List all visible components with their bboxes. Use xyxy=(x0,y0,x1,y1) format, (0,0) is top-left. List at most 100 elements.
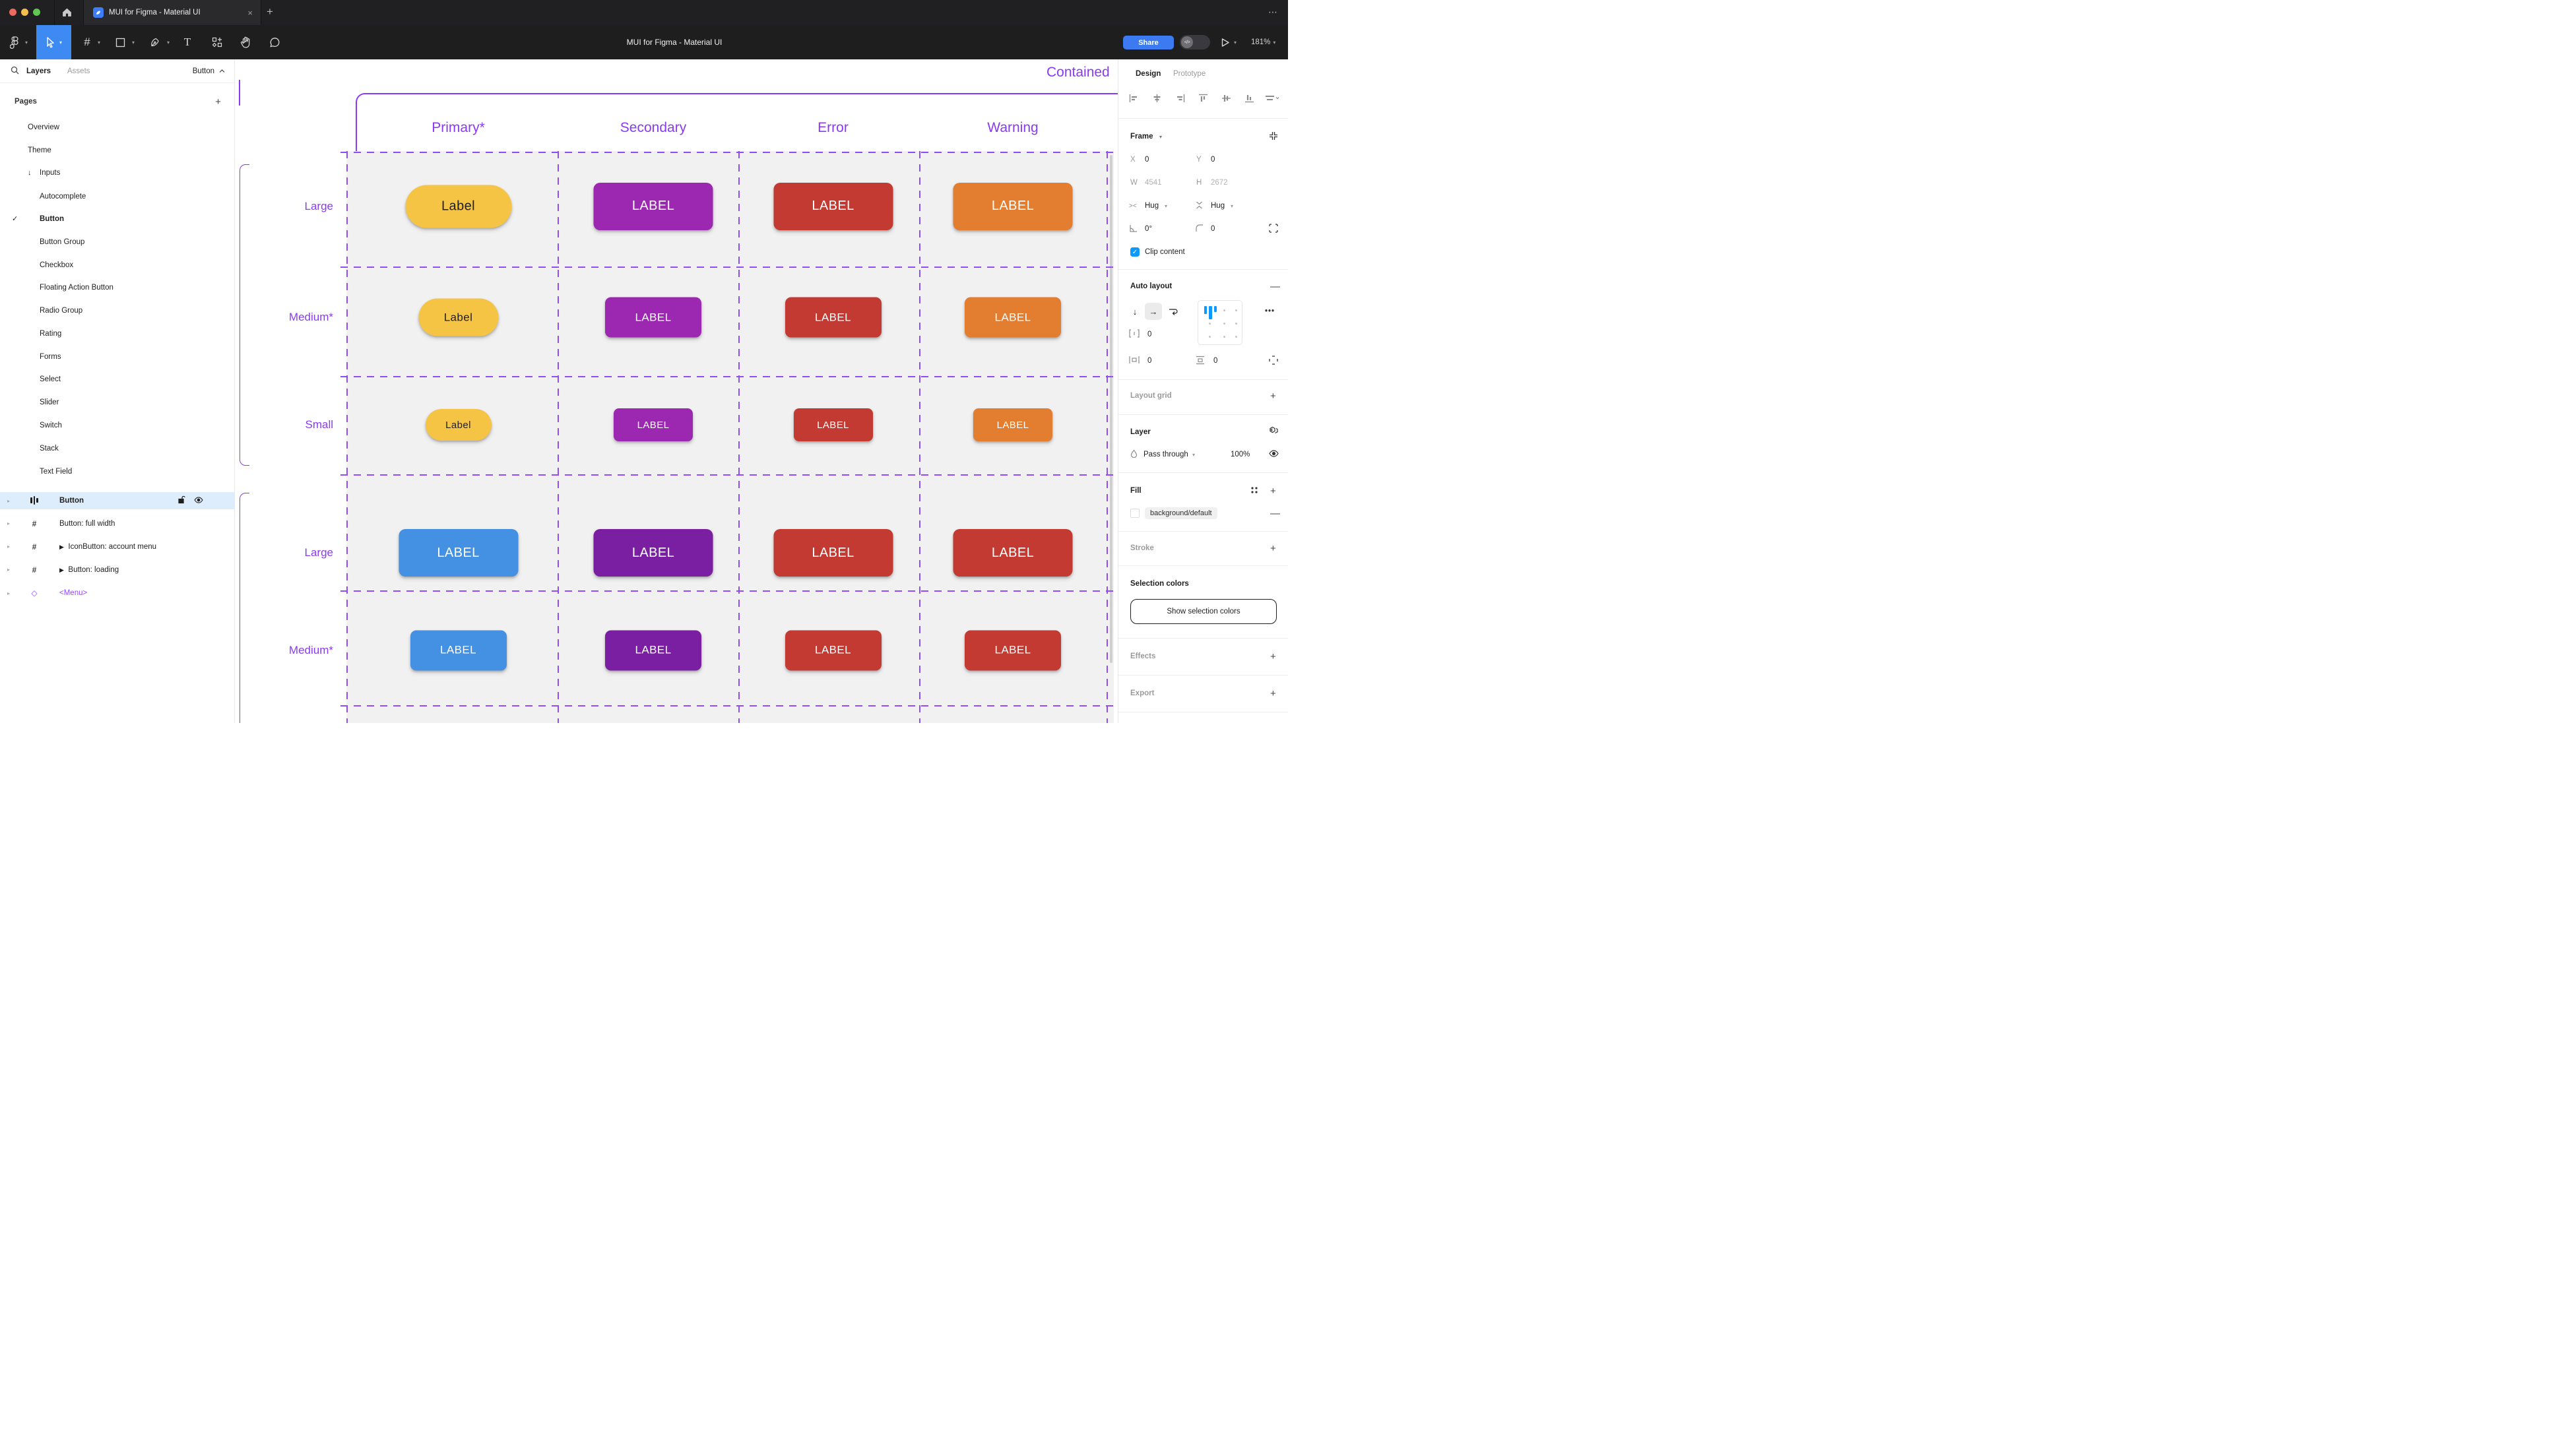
add-layout-grid-icon[interactable]: + xyxy=(1270,390,1276,402)
clip-content-label[interactable]: Clip content xyxy=(1145,248,1185,256)
x-value[interactable]: 0 xyxy=(1145,156,1149,164)
new-tab-button[interactable]: + xyxy=(267,5,273,18)
tab-prototype[interactable]: Prototype xyxy=(1173,70,1206,78)
collapse-pages-chevron-icon[interactable] xyxy=(219,59,225,82)
zoom-window-button[interactable] xyxy=(33,9,40,16)
zoom-level[interactable]: 181% xyxy=(1251,38,1271,46)
move-tool-chevron-icon[interactable]: ▾ xyxy=(59,39,62,46)
add-stroke-icon[interactable]: + xyxy=(1270,542,1276,554)
main-menu-figma-logo-icon[interactable] xyxy=(5,25,22,59)
text-tool-icon[interactable]: T xyxy=(183,36,191,48)
canvas-button-pill[interactable]: Label xyxy=(418,298,498,336)
canvas-button-contained[interactable]: LABEL xyxy=(593,182,713,230)
align-bottom-icon[interactable] xyxy=(1244,94,1254,105)
document-title[interactable]: MUI for Figma - Material UI xyxy=(626,38,723,47)
move-tool-button[interactable]: ▾ xyxy=(36,25,71,59)
vertical-padding-value[interactable]: 0 xyxy=(1213,357,1218,365)
close-tab-icon[interactable]: × xyxy=(247,7,253,18)
auto-layout-vertical-icon[interactable]: ↓ xyxy=(1132,306,1138,317)
horizontal-padding-value[interactable]: 0 xyxy=(1147,357,1152,365)
width-value[interactable]: 4541 xyxy=(1145,179,1162,187)
rotation-value[interactable]: 0° xyxy=(1145,225,1152,233)
blend-mode-icon[interactable] xyxy=(1268,426,1279,438)
fill-style-chip[interactable]: background/default xyxy=(1145,507,1217,519)
auto-layout-section-header[interactable]: Auto layout xyxy=(1130,282,1173,290)
canvas-button-contained[interactable]: LABEL xyxy=(973,408,1052,441)
file-tab[interactable]: MUI for Figma - Material UI × xyxy=(84,0,261,25)
distribute-more-icon[interactable] xyxy=(1265,94,1279,105)
collapse-panel-icon[interactable] xyxy=(1269,131,1278,142)
align-h-center-icon[interactable] xyxy=(1152,94,1162,105)
show-selection-colors-button[interactable]: Show selection colors xyxy=(1130,599,1277,624)
column-header-label[interactable]: Warning xyxy=(987,120,1039,135)
row-header-label[interactable]: Small xyxy=(305,418,333,431)
hug-vertical-chevron-icon[interactable]: ▾ xyxy=(1231,203,1234,209)
remove-fill-icon[interactable]: — xyxy=(1270,507,1280,519)
row-header-label[interactable]: Medium* xyxy=(288,643,333,656)
layer-row[interactable]: ▸ # Button: full width xyxy=(0,515,234,532)
auto-layout-horizontal-icon[interactable]: → xyxy=(1145,303,1162,320)
layer-row[interactable]: ▸ # ▶ Button: loading xyxy=(0,561,234,579)
layer-row[interactable]: ▸ ◇ <Menu> xyxy=(0,584,234,602)
column-header-label[interactable]: Secondary xyxy=(620,120,687,135)
layer-row[interactable]: ▸ # ▶ IconButton: account menu xyxy=(0,538,234,555)
shape-tool-chevron-icon[interactable]: ▾ xyxy=(131,39,135,46)
dev-mode-toggle[interactable]: </> xyxy=(1180,35,1210,49)
canvas-button-contained[interactable]: LABEL xyxy=(605,630,701,670)
hug-horizontal-chevron-icon[interactable]: ▾ xyxy=(1165,203,1168,209)
auto-layout-more-icon[interactable]: ••• xyxy=(1265,307,1275,315)
canvas-button-contained[interactable]: LABEL xyxy=(614,408,693,441)
canvas-button-pill[interactable]: Label xyxy=(425,409,492,441)
hug-vertical-value[interactable]: Hug xyxy=(1211,202,1225,210)
row-header-label[interactable]: Large xyxy=(304,546,333,559)
layout-grid-section-header[interactable]: Layout grid xyxy=(1130,392,1172,400)
present-chevron-icon[interactable]: ▾ xyxy=(1234,39,1237,46)
search-icon[interactable] xyxy=(11,66,19,78)
hand-tool-icon[interactable] xyxy=(236,25,255,59)
minimize-window-button[interactable] xyxy=(21,9,28,16)
canvas-button-contained[interactable]: LABEL xyxy=(410,630,507,670)
canvas-button-contained[interactable]: LABEL xyxy=(793,408,873,441)
comment-tool-icon[interactable] xyxy=(265,25,284,59)
page-indicator[interactable]: Button xyxy=(192,67,214,75)
shape-tool-icon[interactable] xyxy=(112,25,128,59)
align-top-icon[interactable] xyxy=(1198,94,1208,105)
canvas-scrollbar[interactable] xyxy=(1110,155,1112,663)
align-v-center-icon[interactable] xyxy=(1221,94,1231,105)
independent-corners-icon[interactable] xyxy=(1269,223,1278,235)
canvas-button-contained[interactable]: LABEL xyxy=(399,529,518,577)
y-value[interactable]: 0 xyxy=(1211,156,1215,164)
canvas-button-contained[interactable]: LABEL xyxy=(965,630,1061,670)
zoom-chevron-icon[interactable]: ▾ xyxy=(1273,39,1276,46)
visibility-eye-icon[interactable] xyxy=(194,496,203,505)
frame-title-label[interactable]: Contained xyxy=(1046,65,1110,80)
blend-mode-chevron-icon[interactable]: ▾ xyxy=(1192,451,1196,458)
gap-value[interactable]: 0 xyxy=(1147,330,1152,338)
fill-styles-icon[interactable] xyxy=(1250,486,1258,496)
add-fill-icon[interactable]: + xyxy=(1270,485,1276,497)
canvas-button-contained[interactable]: LABEL xyxy=(605,297,701,338)
add-export-icon[interactable]: + xyxy=(1270,687,1276,699)
canvas[interactable]: Contained Primary* Secondary Error Warning L… xyxy=(235,59,1118,723)
blend-mode-value[interactable]: Pass through xyxy=(1143,451,1188,458)
pen-tool-chevron-icon[interactable]: ▾ xyxy=(166,39,170,46)
canvas-button-contained[interactable]: LABEL xyxy=(965,297,1061,338)
stroke-section-header[interactable]: Stroke xyxy=(1130,544,1154,552)
column-header-label[interactable]: Primary* xyxy=(432,120,485,135)
tab-design[interactable]: Design xyxy=(1136,70,1161,78)
resources-tool-icon[interactable] xyxy=(209,25,226,59)
column-header-label[interactable]: Error xyxy=(818,120,849,135)
auto-layout-wrap-icon[interactable] xyxy=(1165,303,1182,320)
overflow-menu-icon[interactable]: ⋯ xyxy=(1268,7,1279,17)
add-page-button[interactable]: + xyxy=(215,96,221,108)
canvas-button-pill[interactable]: Label xyxy=(405,185,511,228)
corner-radius-value[interactable]: 0 xyxy=(1211,225,1215,233)
frame-tool-chevron-icon[interactable]: ▾ xyxy=(97,39,100,46)
independent-padding-icon[interactable] xyxy=(1269,355,1278,367)
canvas-button-contained[interactable]: LABEL xyxy=(953,529,1073,577)
canvas-button-contained[interactable]: LABEL xyxy=(953,182,1073,230)
expand-chevron-icon[interactable]: ▸ xyxy=(7,544,11,550)
effects-section-header[interactable]: Effects xyxy=(1130,652,1156,660)
canvas-button-contained[interactable]: LABEL xyxy=(593,529,713,577)
auto-layout-alignment-widget[interactable] xyxy=(1198,300,1242,345)
